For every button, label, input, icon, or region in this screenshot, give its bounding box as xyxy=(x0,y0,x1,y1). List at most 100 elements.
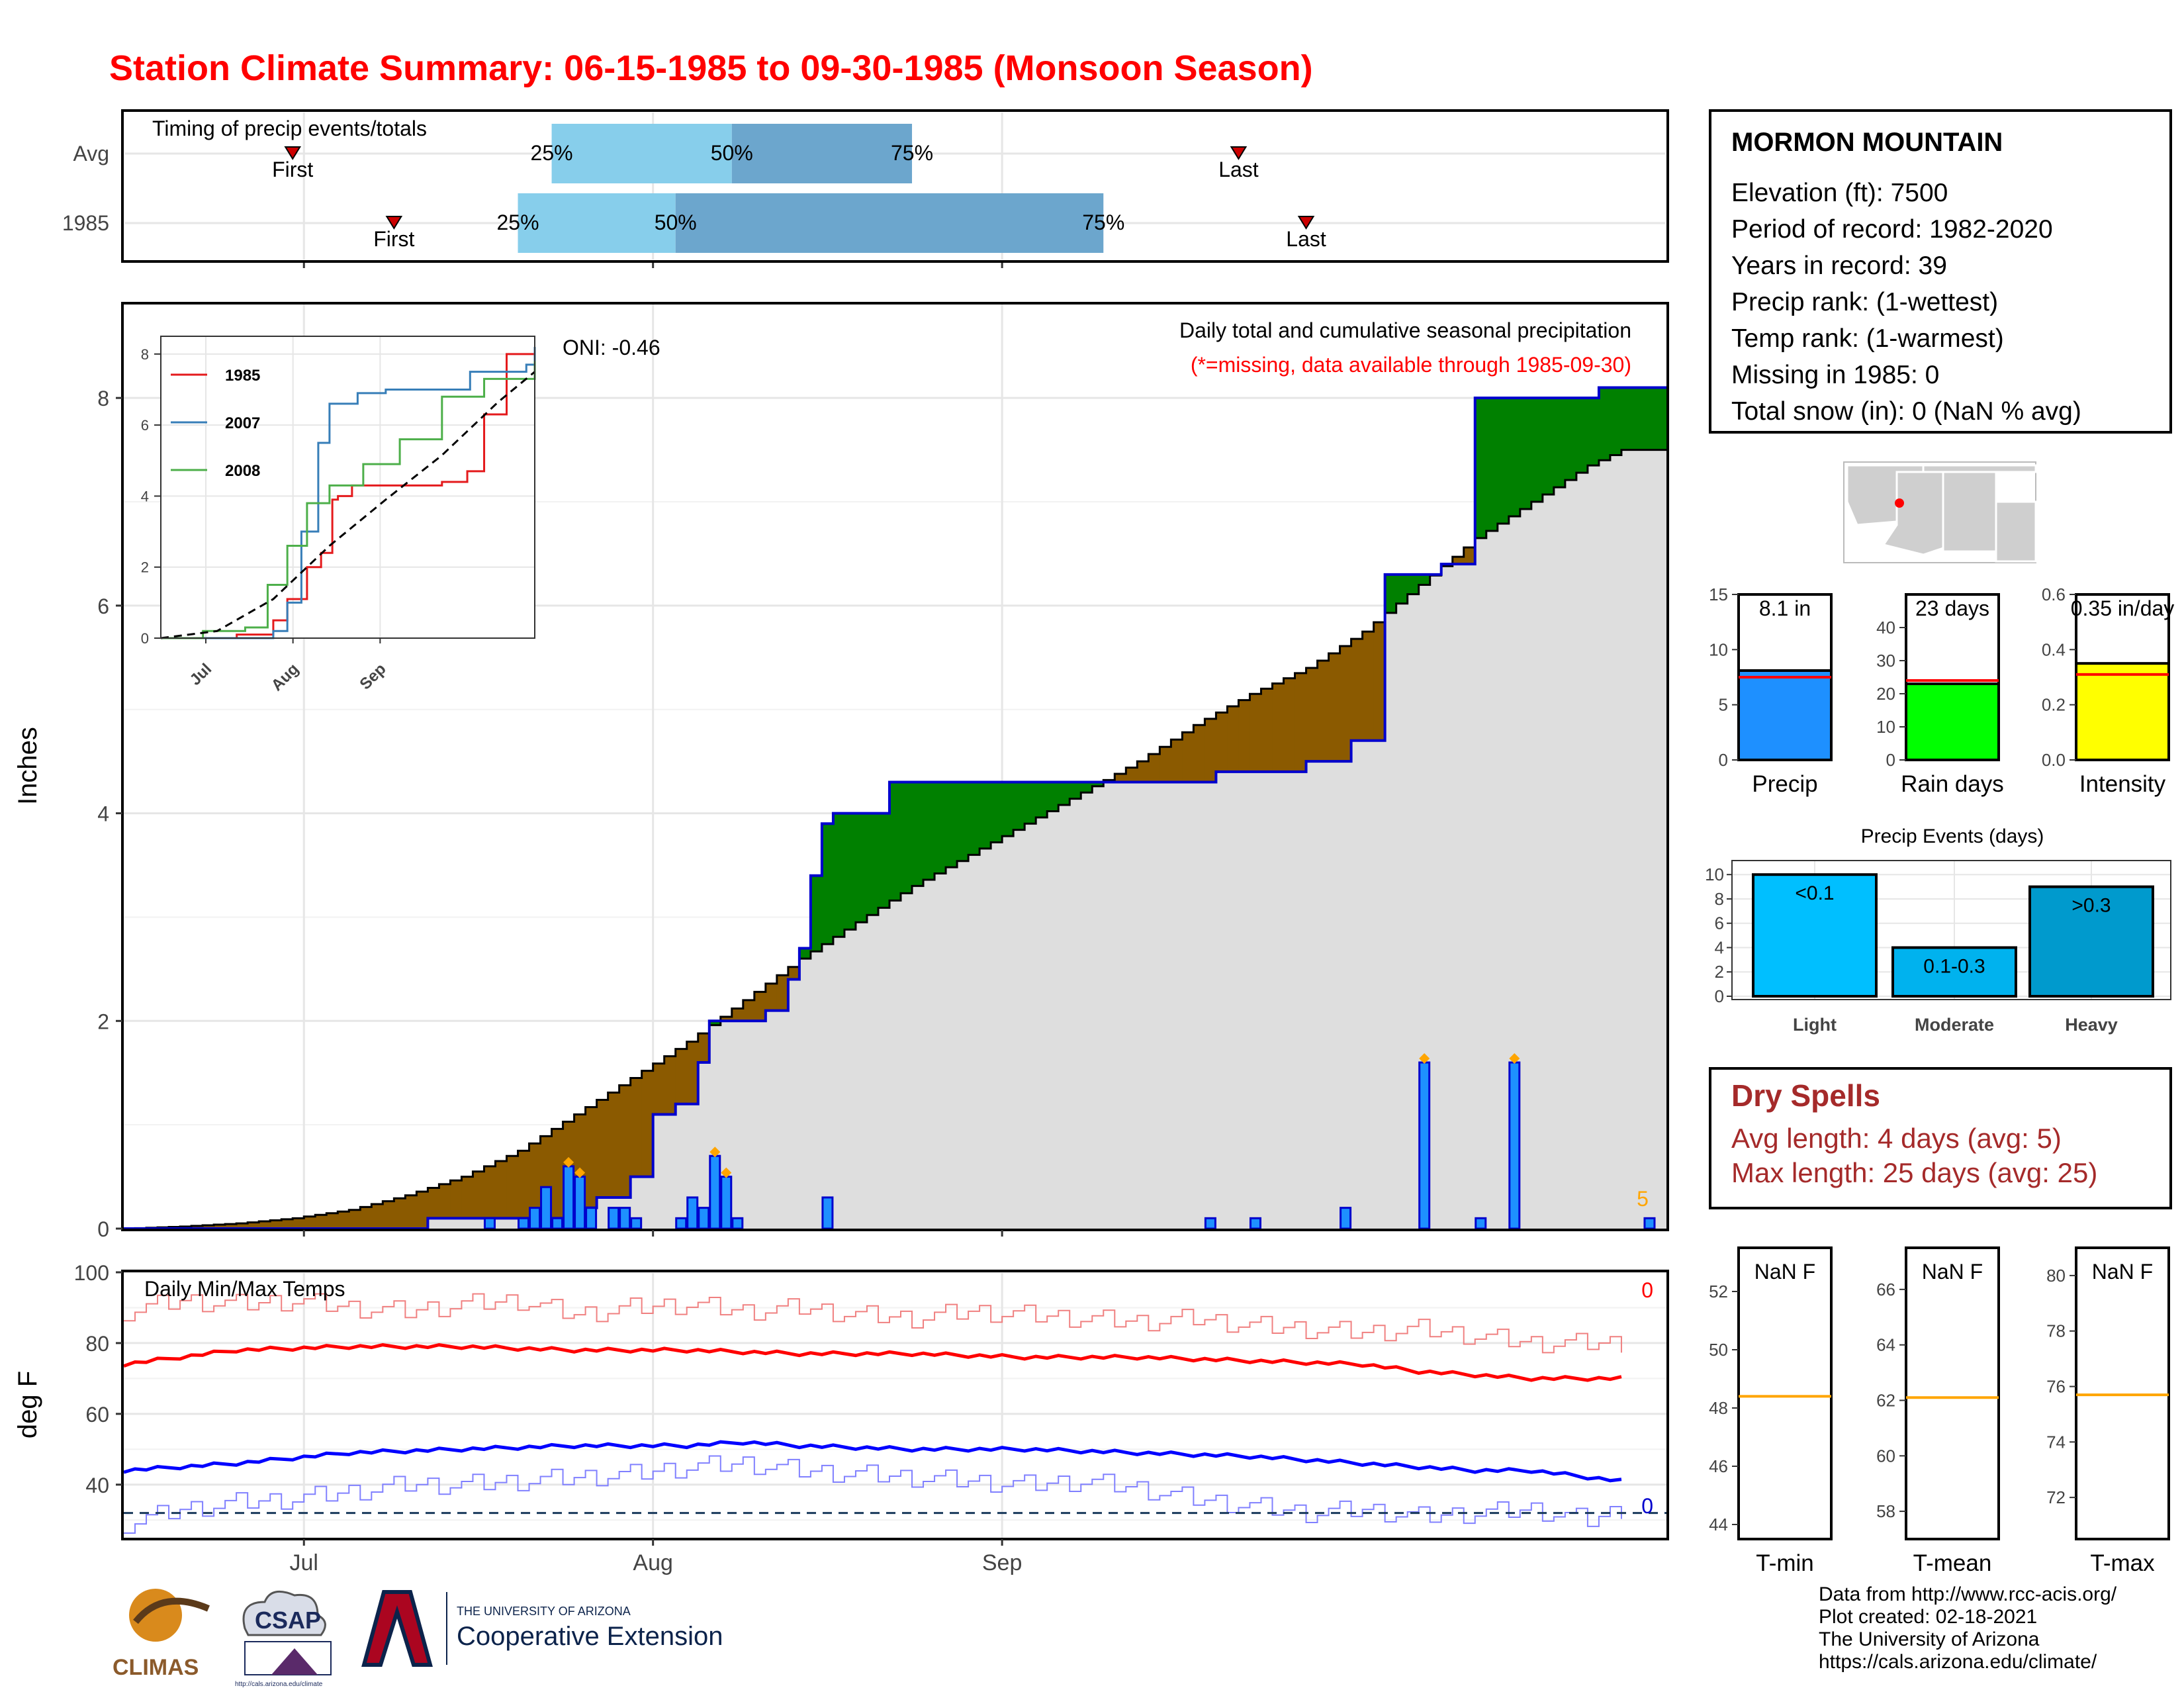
temp-xtick-label: Sep xyxy=(982,1550,1023,1575)
below-average-band xyxy=(495,1161,508,1219)
csap-mountain-icon xyxy=(271,1648,318,1675)
summary-bar-label: Rain days xyxy=(1901,771,2004,797)
temp-summary-charts: NaN F T-min 44 46 48 50 52 NaN F T-mean 58 60 62 64 6… xyxy=(1709,1246,2170,1576)
temp-ytick-label: 80 xyxy=(85,1332,109,1356)
below-average-band xyxy=(720,1017,733,1021)
above-average-band xyxy=(1655,387,1667,450)
temp-summary-ytick-label: 58 xyxy=(1876,1501,1895,1521)
below-average-band xyxy=(259,1221,271,1229)
below-average-band xyxy=(1250,694,1262,772)
timing-bar-25-50 xyxy=(551,124,732,183)
timing-bar-25-50 xyxy=(518,193,676,253)
logo-strip: CLIMAS CSAP http://cals.arizona.edu/clim… xyxy=(113,1589,723,1688)
above-average-band xyxy=(1520,398,1532,510)
below-average-band xyxy=(743,1000,755,1021)
above-average-band xyxy=(799,948,811,959)
temp-ylabel: deg F xyxy=(13,1371,42,1438)
below-average-band xyxy=(1340,646,1352,762)
summary-bar-ytick-label: 15 xyxy=(1709,585,1728,604)
station-snow: Total snow (in): 0 (NaN % avg) xyxy=(1731,397,2081,426)
summary-bar-fill xyxy=(2075,662,2170,762)
summary-bar-value: 23 days xyxy=(1915,596,1989,620)
temp-xtick-label: Jul xyxy=(289,1550,318,1575)
above-average-band xyxy=(1497,398,1510,524)
timing-frame-border xyxy=(121,109,1669,263)
below-average-band xyxy=(1452,557,1465,565)
below-average-band xyxy=(1317,661,1330,762)
events-bar-range: 0.1-0.3 xyxy=(1923,955,1985,977)
precip-panel: 0 2 4 6 8 Inches Daily total and cumulative se… xyxy=(13,302,1669,1241)
below-average-band xyxy=(428,1188,440,1219)
above-average-band xyxy=(1058,782,1070,806)
state-texas xyxy=(1995,500,2037,563)
temp-summary-label: T-max xyxy=(2090,1550,2155,1576)
last-event-marker-icon xyxy=(1230,146,1248,160)
footer-url: https://cals.arizona.edu/climate/ xyxy=(1819,1651,2097,1673)
daily-precip-bar xyxy=(619,1207,631,1230)
heavy-event-marker-icon xyxy=(563,1156,574,1168)
temp-summary-value: NaN F xyxy=(1754,1260,1815,1284)
below-average-band xyxy=(1283,678,1296,772)
summary-bars: 8.1 in Precip 0 5 10 15 23 days Rain days 0 10 20 3… xyxy=(1709,585,2174,797)
footer-plot-created: Plot created: 02-18-2021 xyxy=(1819,1606,2038,1628)
temp-summary-ytick-label: 80 xyxy=(2046,1266,2066,1286)
below-average-band xyxy=(731,1008,744,1021)
csap-logo: CSAP http://cals.arizona.edu/climate xyxy=(235,1590,332,1688)
below-average-band xyxy=(304,1216,316,1229)
precip-header-line1: Daily total and cumulative seasonal prec… xyxy=(1179,318,1631,342)
below-average-band xyxy=(664,1056,676,1115)
temp-background xyxy=(122,1271,1668,1539)
events-ytick-label: 2 xyxy=(1715,962,1724,982)
oni-label: ONI: -0.46 xyxy=(563,336,660,359)
above-average-band xyxy=(1047,782,1059,812)
timing-panel: Timing of precip events/totals 25% 50% 75%… xyxy=(62,109,1669,268)
summary-bar-value: 8.1 in xyxy=(1759,596,1811,620)
below-average-band xyxy=(293,1218,304,1229)
station-temp-rank: Temp rank: (1-warmest) xyxy=(1731,324,2004,353)
above-average-band xyxy=(1407,574,1420,594)
below-average-band xyxy=(1182,732,1194,782)
events-bar xyxy=(1752,873,1878,998)
above-average-band xyxy=(979,782,991,849)
above-average-band xyxy=(1610,387,1622,455)
below-average-band xyxy=(338,1211,349,1229)
below-average-band xyxy=(788,966,800,980)
events-ytick-label: 10 xyxy=(1705,865,1724,884)
below-average-band xyxy=(1463,547,1476,565)
above-average-band xyxy=(1553,398,1566,488)
above-average-band xyxy=(957,782,969,861)
events-ytick-label: 8 xyxy=(1715,889,1724,909)
daily-precip-bar xyxy=(709,1154,721,1230)
temp-summary-value: NaN F xyxy=(1922,1260,1983,1284)
heavy-event-marker-icon xyxy=(1419,1053,1430,1064)
events-ytick-label: 4 xyxy=(1715,937,1724,957)
summary-bar-ytick-label: 0.6 xyxy=(2042,585,2066,604)
below-average-band xyxy=(214,1225,226,1229)
timing-p75-label: 75% xyxy=(1082,211,1124,234)
events-frame xyxy=(1731,860,2171,1000)
summary-bar-fill xyxy=(1737,669,1833,761)
inset-frame xyxy=(160,336,535,639)
timing-p75-label: 75% xyxy=(891,141,933,165)
above-average-band xyxy=(889,782,901,901)
summary-bar-ytick-label: 20 xyxy=(1876,684,1895,704)
below-average-band xyxy=(641,1070,654,1177)
temp-ytick-label: 40 xyxy=(85,1474,109,1497)
inset-ytick-label: 4 xyxy=(141,488,149,504)
dry-spells-max: Max length: 25 days (avg: 25) xyxy=(1731,1157,2098,1188)
timing-bar-50-75 xyxy=(675,193,1104,253)
below-average-band xyxy=(1137,761,1149,782)
daily-precip-bar xyxy=(1249,1217,1261,1230)
below-average-band xyxy=(281,1219,293,1229)
daily-precip-bar xyxy=(720,1176,733,1230)
dry-spells-avg: Avg length: 4 days (avg: 5) xyxy=(1731,1123,2062,1154)
daily-precip-bar xyxy=(551,1217,564,1230)
below-average-band xyxy=(653,1063,665,1115)
temp-panel: Daily Min/Max Temps 0 0 40 60 80 100 Jul Aug Sep d… xyxy=(13,1261,1669,1575)
above-average-band xyxy=(1069,782,1081,799)
summary-bar-value: 0.35 in/day xyxy=(2071,596,2175,620)
above-average-band xyxy=(1643,387,1656,450)
page-title: Station Climate Summary: 06-15-1985 to 0… xyxy=(109,48,1313,88)
below-average-band xyxy=(450,1180,463,1219)
last-event-marker-icon xyxy=(1297,216,1315,230)
